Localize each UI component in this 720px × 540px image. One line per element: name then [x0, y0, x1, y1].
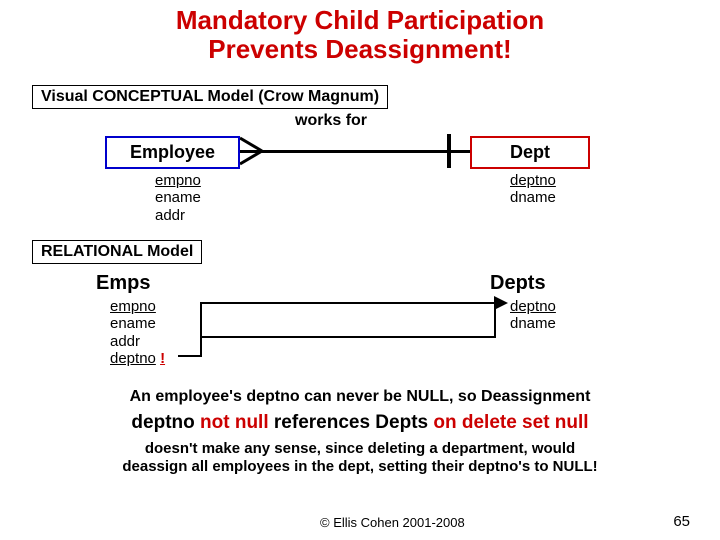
arrowhead-icon	[494, 296, 510, 310]
rel-conn-stub-h	[178, 355, 202, 357]
rel-conn-stub-v	[200, 336, 202, 357]
explanation-2a: doesn't make any sense, since deleting a…	[40, 440, 680, 458]
rel-conn-bottom	[200, 336, 496, 338]
emps-fk-mark: !	[160, 350, 165, 367]
code-red-1: not null	[200, 412, 269, 433]
code-part-1: deptno	[131, 412, 200, 433]
copyright-text: © Ellis Cohen 2001-2008	[320, 515, 465, 530]
depts-pk: deptno	[510, 298, 556, 315]
rel-conn-left	[200, 302, 202, 338]
code-part-2: references Depts	[269, 412, 434, 433]
emps-fk: deptno	[110, 350, 156, 367]
code-red-2: on delete set null	[433, 412, 588, 433]
emps-table-name: Emps	[96, 272, 150, 295]
emps-attr-1: ename	[110, 315, 165, 332]
emps-pk: empno	[110, 298, 165, 315]
emps-fk-row: deptno !	[110, 350, 165, 367]
dept-pk: deptno	[510, 172, 556, 189]
employee-pk: empno	[155, 172, 201, 189]
title-line-1: Mandatory Child Participation	[0, 6, 720, 35]
title-line-2: Prevents Deassignment!	[0, 35, 720, 64]
constraint-code: deptno not null references Depts on dele…	[40, 412, 680, 434]
explanation-line-1: An employee's deptno can never be NULL, …	[40, 388, 680, 406]
employee-attr-1: ename	[155, 189, 201, 206]
conceptual-model-label: Visual CONCEPTUAL Model (Crow Magnum)	[32, 85, 388, 109]
dept-entity: Dept	[470, 136, 590, 169]
explanation-block: An employee's deptno can never be NULL, …	[40, 388, 680, 476]
relational-model-label: RELATIONAL Model	[32, 240, 202, 264]
employee-attrs: empno ename addr	[155, 172, 201, 224]
dept-attr-1: dname	[510, 189, 556, 206]
slide-title: Mandatory Child Participation Prevents D…	[0, 0, 720, 63]
mandatory-tick-icon	[447, 134, 451, 168]
employee-entity: Employee	[105, 136, 240, 169]
dept-entity-name: Dept	[510, 142, 550, 162]
employee-entity-name: Employee	[130, 142, 215, 162]
explanation-2b: deassign all employees in the dept, sett…	[40, 458, 680, 476]
emps-attr-2: addr	[110, 333, 165, 350]
relationship-label: works for	[295, 112, 367, 130]
explanation-line-2: doesn't make any sense, since deleting a…	[40, 440, 680, 476]
conceptual-relation-line	[240, 150, 470, 153]
employee-attr-2: addr	[155, 207, 201, 224]
rel-conn-top	[200, 302, 496, 304]
emps-attrs: empno ename addr deptno !	[110, 298, 165, 367]
dept-attrs: deptno dname	[510, 172, 556, 207]
depts-attr-1: dname	[510, 315, 556, 332]
depts-attrs: deptno dname	[510, 298, 556, 333]
page-number: 65	[673, 513, 690, 530]
depts-table-name: Depts	[490, 272, 546, 295]
